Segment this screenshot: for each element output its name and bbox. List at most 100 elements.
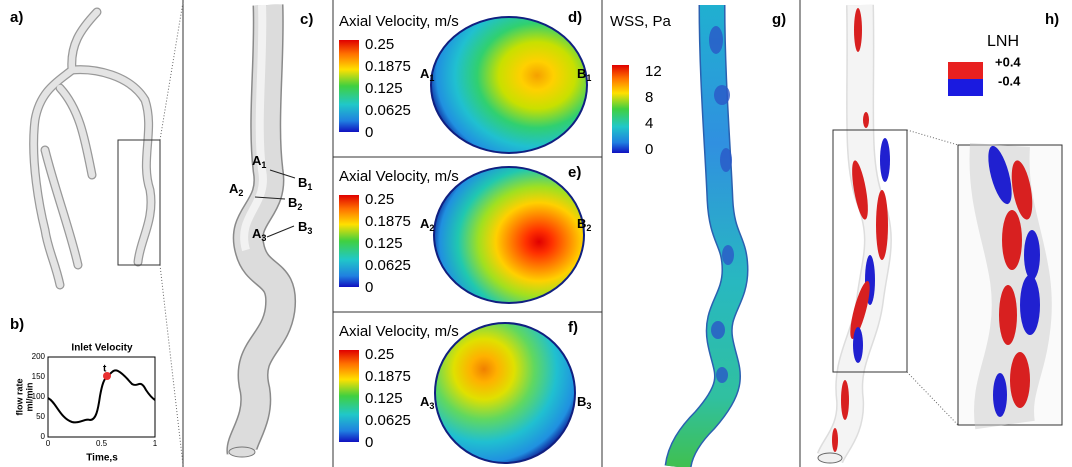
panel-label: b): [10, 316, 24, 333]
vessel-outlet: [817, 452, 843, 464]
x-axis-label: Time,s: [86, 453, 118, 464]
y-axis-label: ml/min: [24, 382, 34, 411]
letter: B: [298, 175, 307, 190]
x-tick-label: 0: [46, 439, 51, 448]
colorbar-title: Axial Velocity, m/s: [339, 323, 459, 340]
vessel-outlet: [228, 446, 256, 458]
zoom-box: [832, 129, 908, 373]
wss-patches: [709, 26, 734, 383]
section-label: B2: [288, 195, 302, 212]
lnh-vessel: [816, 4, 892, 464]
y-tick-label: 50: [36, 412, 45, 421]
letter: B: [577, 216, 586, 231]
colorbar-title: Axial Velocity, m/s: [339, 168, 459, 185]
flow-curve: [47, 369, 156, 424]
legend-label: +0.4: [995, 54, 1021, 69]
panel-borders: [182, 0, 801, 467]
colorbar-tick: 8: [645, 89, 653, 106]
legend-swatch: [948, 79, 983, 96]
subscript: 3: [307, 226, 312, 236]
velocity-section: [430, 16, 588, 154]
section-label: A1: [252, 153, 266, 170]
colorbar-tick: 0.0625: [365, 412, 411, 429]
section-label: A1: [420, 66, 434, 83]
section-label: B3: [298, 219, 312, 236]
letter: A: [252, 226, 262, 241]
marker-label: t: [103, 364, 107, 375]
subscript: 2: [297, 202, 302, 212]
time-marker: [103, 372, 111, 380]
legend-label: -0.4: [998, 73, 1021, 88]
section-label: B3: [577, 394, 591, 411]
colorbar-tick: 0.125: [365, 390, 403, 407]
letter: A: [420, 66, 430, 81]
colorbar-tick: 0: [365, 434, 373, 451]
colorbar-tick: 0.1875: [365, 368, 411, 385]
subscript: 1: [429, 73, 434, 83]
letter: B: [577, 66, 586, 81]
colorbar-tick: 0.1875: [365, 213, 411, 230]
x-tick-label: 1: [153, 439, 158, 448]
colorbar-tick: 12: [645, 63, 662, 80]
velocity-section: [434, 322, 576, 464]
letter: A: [252, 153, 262, 168]
panel-label: c): [300, 11, 313, 28]
panel-label: f): [568, 319, 578, 336]
subscript: 3: [429, 401, 434, 411]
colorbar: [339, 350, 359, 442]
x-tick-label: 0.5: [96, 439, 108, 448]
letter: B: [288, 195, 297, 210]
colorbar-tick: 0.25: [365, 36, 394, 53]
colorbar-tick: 0.25: [365, 191, 394, 208]
zoom-structures: [969, 143, 1052, 430]
subscript: 3: [261, 233, 266, 243]
section-label: A2: [420, 216, 434, 233]
colorbar: [339, 40, 359, 132]
subscript: 2: [429, 223, 434, 233]
letter: B: [298, 219, 307, 234]
letter: A: [420, 394, 430, 409]
y-tick-label: 100: [32, 392, 46, 401]
colorbar-title: WSS, Pa: [610, 13, 672, 30]
subscript: 1: [307, 182, 312, 192]
colorbar-tick: 0.0625: [365, 102, 411, 119]
subscript: 2: [586, 223, 591, 233]
lnh-structures: [832, 8, 890, 452]
colorbar: [339, 195, 359, 287]
section-label: B1: [577, 66, 591, 83]
letter: A: [229, 181, 239, 196]
section-label: A3: [420, 394, 434, 411]
velocity-section: [433, 166, 585, 304]
colorbar: [612, 65, 629, 153]
colorbar-title: Axial Velocity, m/s: [339, 13, 459, 30]
y-axis-label: flow rate: [14, 378, 24, 415]
subscript: 1: [261, 160, 266, 170]
subscript: 3: [586, 401, 591, 411]
colorbar-tick: 0: [645, 141, 653, 158]
vessel-segment: [226, 4, 297, 455]
panel-label: e): [568, 164, 581, 181]
colorbar-tick: 0.0625: [365, 257, 411, 274]
zoom-lines: [906, 129, 959, 426]
legend-swatch: [948, 62, 983, 79]
artery-tree: [29, 7, 156, 290]
colorbar-tick: 0.125: [365, 235, 403, 252]
section-lines: [254, 169, 296, 238]
colorbar-tick: 0: [365, 279, 373, 296]
panel-label: a): [10, 9, 23, 26]
panel-label: h): [1045, 11, 1059, 28]
subscript: 1: [586, 73, 591, 83]
y-tick-label: 150: [32, 372, 46, 381]
colorbar-tick: 0.25: [365, 346, 394, 363]
chart-title: Inlet Velocity: [71, 343, 133, 354]
y-tick-label: 200: [32, 352, 46, 361]
section-label: A3: [252, 226, 266, 243]
plot-frame: [47, 356, 156, 438]
panel-label: g): [772, 11, 786, 28]
letter: A: [420, 216, 430, 231]
section-label: B2: [577, 216, 591, 233]
wss-vessel: [664, 4, 749, 467]
subscript: 2: [238, 188, 243, 198]
section-label: B1: [298, 175, 312, 192]
